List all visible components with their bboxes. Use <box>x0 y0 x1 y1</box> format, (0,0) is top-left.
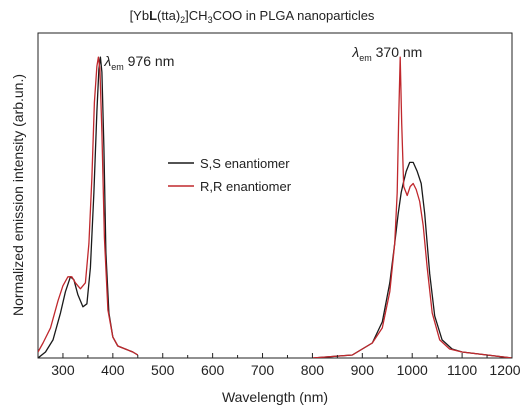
series-ss-line-1 <box>312 161 512 358</box>
x-axis-label: Wavelength (nm) <box>222 389 328 405</box>
chart-title-suffix: COO in PLGA nanoparticles <box>213 8 375 23</box>
series-rr-line-0 <box>38 56 139 356</box>
annotation-lambda-1: λem 370 nm <box>351 44 422 63</box>
chart-title-bold: L <box>149 8 157 23</box>
x-tick-label-1000: 1000 <box>397 362 428 378</box>
legend-label-ss: S,S enantiomer <box>200 156 290 171</box>
x-tick-label-600: 600 <box>201 362 225 378</box>
legend: S,S enantiomer R,R enantiomer <box>168 156 292 194</box>
plot-frame <box>37 32 513 359</box>
chart-title-prefix: [Yb <box>130 8 150 23</box>
annotation-lambda-0: λem 976 nm <box>103 53 174 72</box>
chart-title-sub2: 3 <box>208 15 213 25</box>
series-rr-line-1 <box>312 56 512 358</box>
x-tick-label-1100: 1100 <box>447 362 477 378</box>
x-tick-label-800: 800 <box>301 362 325 378</box>
x-axis: 300 400 500 600 700 800 900 1000 1100 1200 <box>37 353 521 378</box>
chart-title-sub1: 2 <box>180 15 185 25</box>
annotations: λem 976 nm λem 370 nm <box>103 44 422 72</box>
chart-title-mid: (tta) <box>157 8 180 23</box>
x-tick-label-400: 400 <box>101 362 125 378</box>
series-layer <box>38 56 512 358</box>
x-tick-label-1200: 1200 <box>489 362 520 378</box>
series-ss-line-0 <box>38 56 139 358</box>
x-tick-label-700: 700 <box>251 362 275 378</box>
chart-title-mid2: ]CH <box>185 8 207 23</box>
y-axis-label: Normalized emission intensity (arb.un.) <box>10 74 26 316</box>
x-tick-label-500: 500 <box>151 362 175 378</box>
legend-label-rr: R,R enantiomer <box>200 179 292 194</box>
x-tick-label-300: 300 <box>51 362 75 378</box>
x-tick-label-900: 900 <box>351 362 375 378</box>
chart-title: [YbL(tta)2]CH3COO in PLGA nanoparticles <box>130 8 375 25</box>
